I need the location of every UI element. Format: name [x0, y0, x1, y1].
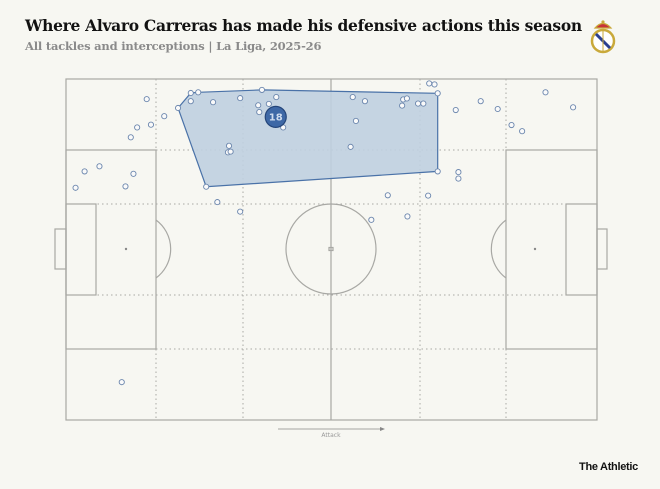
action-point: [434, 90, 441, 97]
action-point: [237, 208, 244, 215]
action-point: [352, 117, 359, 124]
left-goal: [54, 228, 67, 270]
right-goal: [596, 228, 608, 270]
left-six-yard-box: [65, 203, 97, 296]
action-point: [519, 128, 526, 135]
centre-spot: [328, 246, 334, 252]
left-penalty-box: [65, 149, 157, 350]
action-point: [403, 95, 410, 102]
action-point: [349, 94, 356, 101]
action-point: [347, 143, 354, 150]
action-point: [96, 163, 103, 170]
action-point: [399, 102, 406, 109]
action-point: [227, 148, 234, 155]
centre-circle: [285, 203, 377, 295]
action-point: [174, 104, 182, 112]
action-point: [225, 142, 233, 149]
action-point: [256, 109, 263, 116]
action-area-hull: [177, 89, 439, 188]
action-point: [118, 379, 125, 386]
action-point: [425, 192, 432, 199]
right-penalty-spot: [533, 247, 537, 251]
action-point: [187, 89, 194, 97]
shirt-number-label: 18: [269, 112, 283, 123]
action-point: [477, 98, 484, 105]
action-point: [122, 183, 129, 190]
left-penalty-spot: [124, 247, 128, 251]
action-points: [72, 80, 577, 386]
action-point: [255, 102, 262, 109]
action-point: [147, 121, 155, 128]
action-point: [452, 106, 459, 114]
attack-label: Attack: [321, 432, 341, 439]
left-penalty-arc: [155, 219, 172, 279]
right-penalty-box: [505, 149, 598, 350]
action-point: [187, 98, 194, 105]
action-point: [415, 100, 422, 107]
action-point: [134, 124, 141, 131]
action-point: [404, 213, 411, 220]
action-point: [195, 89, 202, 96]
action-point: [420, 100, 427, 107]
action-point: [258, 86, 265, 93]
action-point: [542, 89, 549, 96]
action-point: [72, 184, 79, 191]
action-point: [265, 100, 272, 107]
action-point: [570, 104, 577, 111]
action-point: [494, 105, 501, 113]
action-point: [273, 94, 280, 101]
action-point: [130, 170, 137, 177]
action-point: [361, 98, 369, 105]
action-point: [426, 80, 433, 87]
action-point: [508, 121, 515, 129]
action-point: [161, 113, 168, 120]
page-subtitle: All tackles and interceptions | La Liga,…: [25, 39, 322, 53]
action-point: [81, 168, 88, 175]
club-crest-logo: [590, 20, 616, 54]
right-six-yard-box: [565, 203, 598, 296]
action-point: [434, 168, 441, 175]
action-point: [143, 96, 150, 103]
action-point: [431, 81, 438, 88]
attack-direction-arrow: Attack: [278, 427, 385, 439]
page-title: Where Alvaro Carreras has made his defen…: [25, 16, 582, 35]
right-penalty-arc: [490, 219, 507, 279]
average-position-badge: 18: [264, 105, 287, 128]
action-point: [214, 199, 221, 206]
action-point: [237, 95, 244, 102]
action-point: [127, 134, 134, 141]
action-point: [210, 99, 217, 106]
action-point: [384, 192, 391, 199]
action-point: [203, 183, 210, 190]
brand-logo: The Athletic: [579, 461, 638, 473]
action-point: [455, 169, 462, 176]
action-point: [455, 175, 462, 182]
action-point: [368, 216, 375, 223]
